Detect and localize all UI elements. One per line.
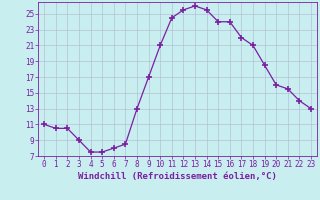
X-axis label: Windchill (Refroidissement éolien,°C): Windchill (Refroidissement éolien,°C) bbox=[78, 172, 277, 181]
